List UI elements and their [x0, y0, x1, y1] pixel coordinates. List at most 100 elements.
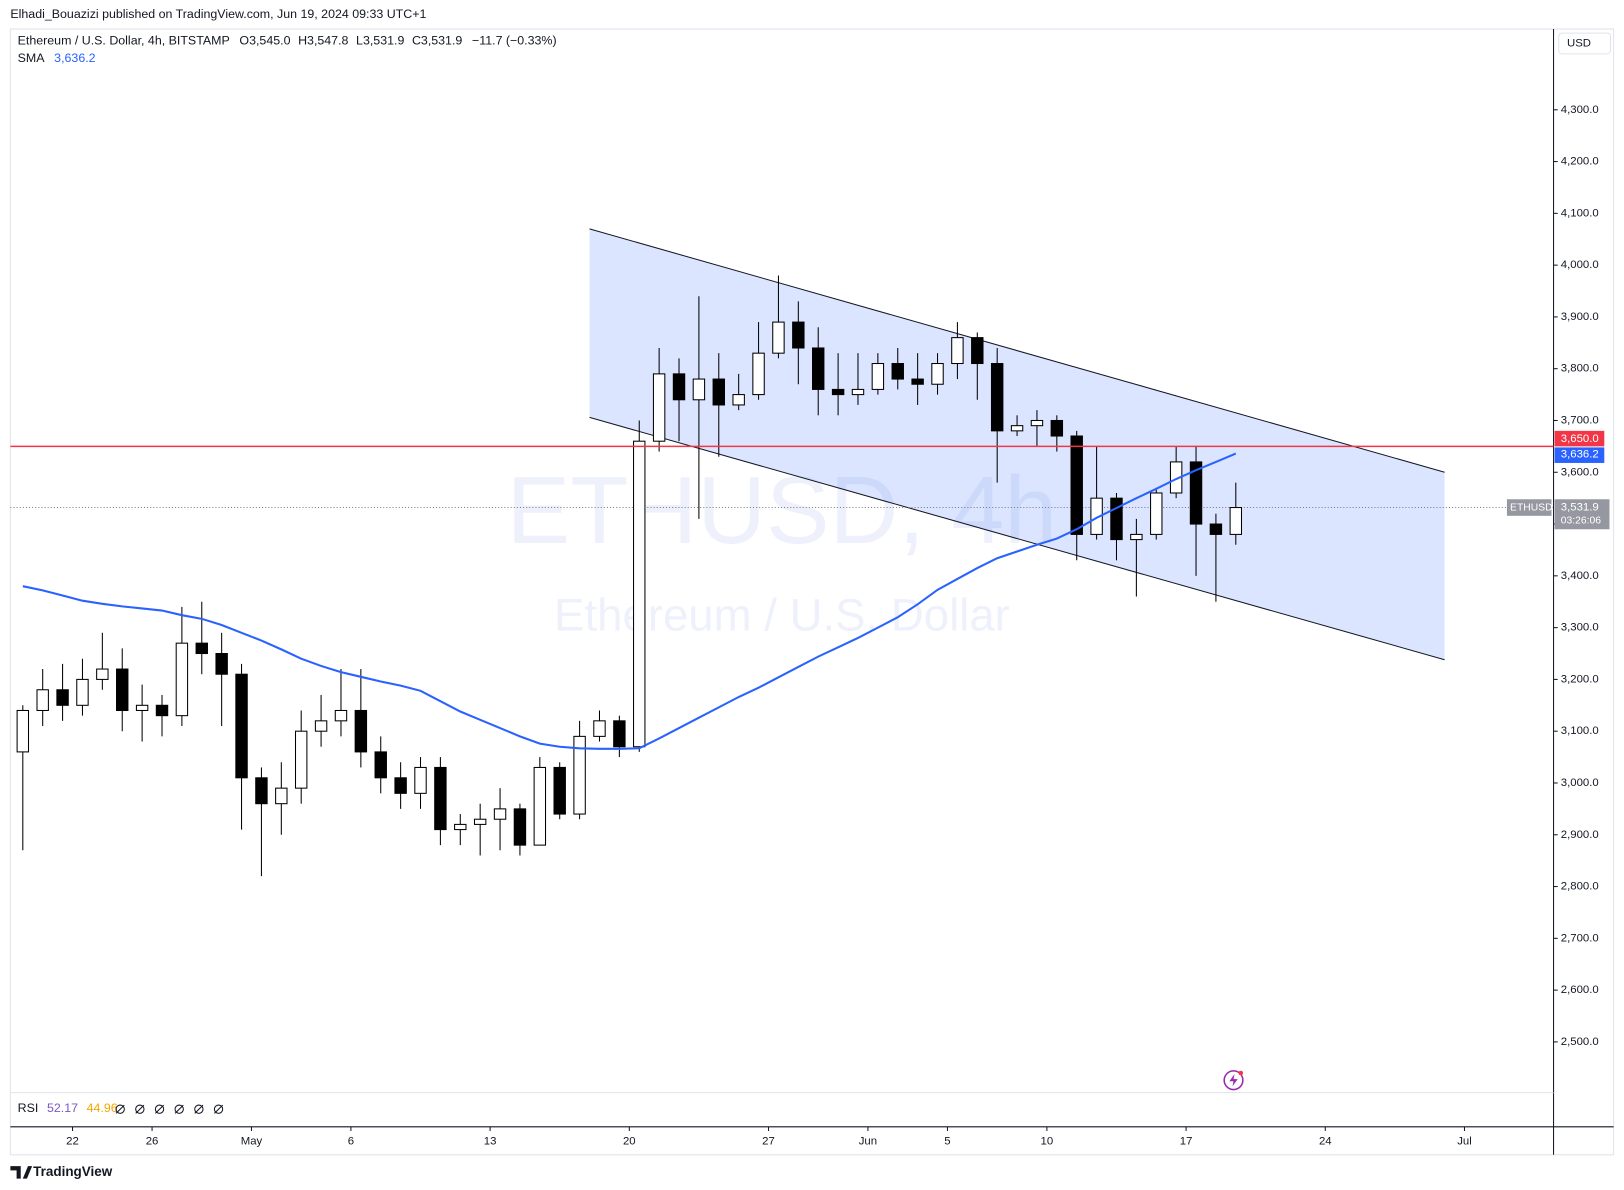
candle-body: [573, 735, 586, 815]
candle-body: [76, 678, 89, 706]
candle-body: [1229, 507, 1243, 535]
x-tick-label: 27: [762, 1135, 775, 1147]
legend-o-value: 3,545.0: [249, 34, 290, 48]
x-tick-label: Jul: [1457, 1135, 1472, 1147]
candle-body: [652, 373, 666, 442]
candle-body: [891, 363, 904, 380]
candle-body: [394, 777, 407, 794]
y-tick-label: 3,800.0: [1561, 363, 1599, 375]
candle-body: [354, 709, 368, 753]
candle-body: [513, 808, 527, 846]
candle-body: [434, 766, 447, 831]
level-label: 3,650.0: [1561, 433, 1599, 445]
y-tick-label: 2,700.0: [1561, 932, 1599, 944]
chart-frame: [9, 28, 1615, 1156]
legend-l-value: 3,531.9: [363, 34, 404, 48]
candle-body: [831, 388, 845, 396]
candle-body: [1030, 419, 1044, 427]
x-tick-label: 20: [623, 1135, 636, 1147]
brand: TradingView: [10, 1164, 113, 1179]
x-tick-label: May: [241, 1135, 263, 1147]
legend-l: L: [356, 34, 363, 48]
symbol-tag: [1506, 499, 1552, 516]
y-tick-label: 4,300.0: [1561, 104, 1599, 116]
candle-body: [911, 378, 924, 385]
candle-body: [294, 730, 308, 789]
candle-body: [712, 378, 726, 406]
x-tick-label: 24: [1319, 1135, 1332, 1147]
legend-c: C: [412, 34, 421, 48]
legend-c-value: 3,531.9: [421, 34, 462, 48]
candle-body: [990, 363, 1004, 432]
rsi-value: 52.17: [47, 1101, 78, 1115]
channel-lower: [589, 416, 1445, 661]
candle-body: [533, 766, 547, 846]
candle-body: [255, 777, 268, 805]
y-tick-label: 3,400.0: [1561, 570, 1599, 582]
x-tick-label: Jun: [859, 1135, 877, 1147]
y-tick-label: 4,100.0: [1561, 207, 1599, 219]
alert-icon: [1223, 1070, 1244, 1091]
y-tick-label: 3,300.0: [1561, 622, 1599, 634]
watermark-symbol: ETHUSD, 4h: [507, 458, 1058, 564]
candle-body: [235, 673, 248, 779]
candle-body: [374, 751, 387, 779]
candle-body: [613, 720, 626, 748]
candle-body: [36, 689, 49, 711]
candle-body: [871, 363, 885, 390]
candle-body: [175, 642, 189, 717]
last-price-label: 3,531.9: [1561, 502, 1599, 514]
candle-body: [454, 823, 467, 831]
channel-upper: [589, 228, 1445, 473]
candle-body: [155, 704, 169, 717]
y-tick-label: 4,200.0: [1561, 156, 1599, 168]
x-tick-label: 10: [1041, 1135, 1054, 1147]
candle-body: [16, 709, 30, 753]
x-tick-label: 5: [944, 1135, 950, 1147]
y-tick-label: 2,600.0: [1561, 984, 1599, 996]
rsi-name: RSI: [18, 1101, 39, 1115]
candle-body: [1130, 533, 1143, 541]
rsi-value: 44.96: [87, 1101, 118, 1115]
candle-body: [1050, 419, 1064, 437]
candle-body: [593, 720, 606, 737]
candle-body: [1090, 497, 1103, 535]
candle-body: [473, 818, 487, 825]
candle-body: [792, 321, 805, 349]
legend-symbol: Ethereum / U.S. Dollar, 4h, BITSTAMP: [18, 34, 230, 48]
y-tick-label: 4,000.0: [1561, 259, 1599, 271]
plot-area: [10, 228, 1554, 877]
watermark-name: Ethereum / U.S. Dollar: [554, 589, 1010, 640]
candle-body: [334, 709, 348, 722]
candle-body: [772, 321, 785, 354]
candle-body: [1070, 435, 1083, 535]
currency-box[interactable]: [1558, 32, 1612, 55]
level-label-box: [1554, 430, 1605, 447]
candle-body: [732, 394, 745, 406]
sma-name: SMA: [18, 51, 46, 65]
sma-label: 3,636.2: [1561, 449, 1599, 461]
candle-body: [96, 668, 109, 680]
candle-body: [135, 704, 149, 711]
legend-o: O: [239, 34, 249, 48]
y-tick-label: 2,500.0: [1561, 1036, 1599, 1048]
y-tick-label: 3,000.0: [1561, 777, 1599, 789]
candle-body: [1010, 425, 1024, 432]
legend-change: −11.7 (−0.33%): [472, 34, 557, 48]
y-tick-label: 3,700.0: [1561, 415, 1599, 427]
legend: Ethereum / U.S. Dollar, 4h, BITSTAMP O3,…: [18, 34, 557, 48]
candle-body: [493, 808, 507, 820]
candle-body: [1209, 523, 1223, 535]
candle-body: [1110, 497, 1123, 541]
x-tick-label: 17: [1180, 1135, 1193, 1147]
publish-title: Elhadi_Bouazizi published on TradingView…: [10, 7, 426, 21]
last-price-box: [1554, 499, 1610, 530]
candle-body: [971, 337, 984, 365]
candle-body: [752, 352, 765, 396]
x-tick-label: 13: [484, 1135, 497, 1147]
candle-body: [931, 363, 944, 385]
y-tick-label: 2,900.0: [1561, 829, 1599, 841]
candle-body: [275, 787, 288, 805]
sma-line: [22, 452, 1237, 750]
